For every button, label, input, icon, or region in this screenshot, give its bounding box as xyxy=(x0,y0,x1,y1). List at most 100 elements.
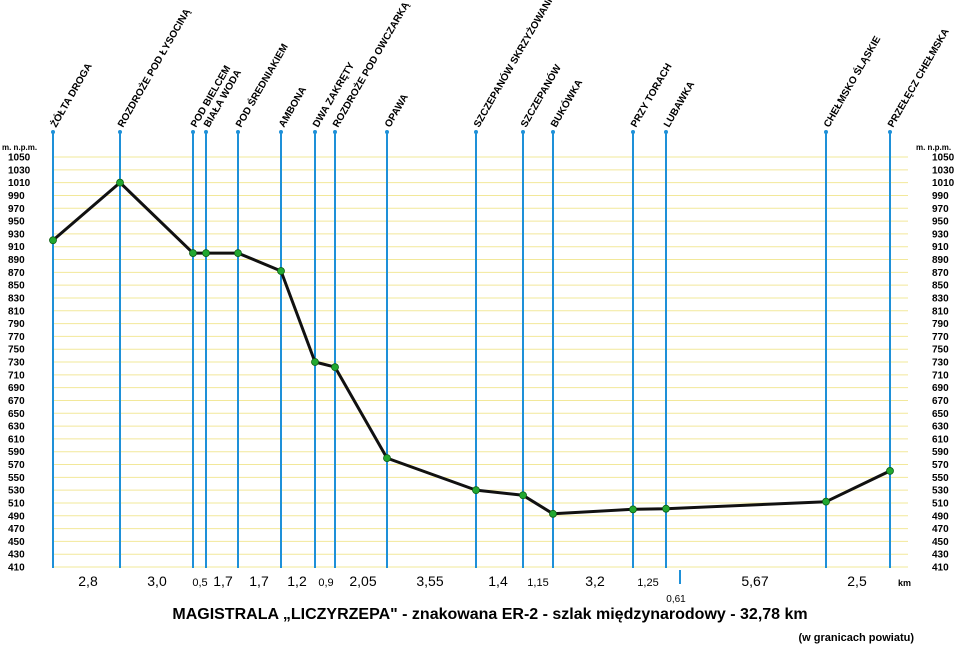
segment-distance-label: 1,15 xyxy=(527,577,548,589)
y-tick-label-right: 1050 xyxy=(932,153,955,164)
y-tick-label-left: 970 xyxy=(8,204,25,215)
y-tick-label-right: 810 xyxy=(932,306,949,317)
segment-distance-label: 2,8 xyxy=(78,573,98,589)
y-tick-label-right: 730 xyxy=(932,358,949,369)
y-tick-label-right: 590 xyxy=(932,447,949,458)
station-line-cap xyxy=(551,130,555,134)
station-name-label: OPAWA xyxy=(383,92,411,129)
y-tick-label-right: 970 xyxy=(932,204,949,215)
y-axis-label-left: m. n.p.m. xyxy=(2,143,37,152)
station-name-label: ROZDROŻE POD ŁYSOCINĄ xyxy=(114,6,193,129)
y-tick-label-left: 730 xyxy=(8,358,25,369)
y-tick-label-left: 1030 xyxy=(8,165,31,176)
y-tick-label-left: 550 xyxy=(8,473,25,484)
segment-distance-label: 3,2 xyxy=(585,573,605,589)
elevation-profile-line xyxy=(52,181,891,516)
y-tick-label-right: 550 xyxy=(932,473,949,484)
y-tick-label-left: 910 xyxy=(8,242,25,253)
segment-distance-label: 1,7 xyxy=(213,573,233,589)
chart-subtitle: (w granicach powiatu) xyxy=(798,632,914,644)
y-tick-label-right: 530 xyxy=(932,486,949,497)
y-tick-label-right: 450 xyxy=(932,537,949,548)
elevation-point xyxy=(519,491,527,500)
y-tick-label-left: 450 xyxy=(8,537,25,548)
station-name-label: CHEŁMSKO ŚLĄSKIE xyxy=(820,33,883,129)
y-tick-label-right: 890 xyxy=(932,255,949,266)
y-tick-label-left: 610 xyxy=(8,434,25,445)
station-line-cap xyxy=(51,130,55,134)
y-tick-label-left: 510 xyxy=(8,498,25,509)
y-tick-label-left: 490 xyxy=(8,511,25,522)
y-tick-label-right: 950 xyxy=(932,217,949,228)
station-name-label: SZCZEPANÓW SKRZYŻOWANIE xyxy=(470,0,558,129)
y-tick-label-right: 830 xyxy=(932,293,949,304)
y-tick-label-right: 610 xyxy=(932,434,949,445)
station-line-cap xyxy=(888,130,892,134)
station-line-cap xyxy=(333,130,337,134)
station-name-label: AMBONA xyxy=(277,85,309,129)
chart-title: MAGISTRALA „LICZYRZEPA" - znakowana ER-2… xyxy=(172,606,808,623)
segment-distance-label: 0,61 xyxy=(666,594,686,605)
station-line-cap xyxy=(631,130,635,134)
y-tick-label-left: 890 xyxy=(8,255,25,266)
y-tick-label-left: 870 xyxy=(8,268,25,279)
segment-distance-label: 5,67 xyxy=(741,573,768,589)
station-line-cap xyxy=(279,130,283,134)
y-tick-label-right: 1010 xyxy=(932,178,955,189)
elevation-point xyxy=(116,178,124,187)
y-tick-label-right: 430 xyxy=(932,550,949,561)
station-line-cap xyxy=(521,130,525,134)
y-tick-label-left: 650 xyxy=(8,409,25,420)
y-tick-label-right: 510 xyxy=(932,498,949,509)
y-tick-label-left: 630 xyxy=(8,422,25,433)
segment-distance-label: 2,5 xyxy=(847,573,867,589)
y-tick-label-right: 910 xyxy=(932,242,949,253)
y-tick-label-right: 690 xyxy=(932,383,949,394)
y-tick-label-right: 570 xyxy=(932,460,949,471)
y-tick-label-right: 670 xyxy=(932,396,949,407)
y-tick-label-right: 650 xyxy=(932,409,949,420)
elevation-point xyxy=(202,249,210,257)
elevation-point xyxy=(472,486,480,495)
elevation-point xyxy=(234,249,242,257)
y-axis-label-right: m. n.p.m. xyxy=(916,143,951,152)
y-tick-label-right: 930 xyxy=(932,229,949,240)
elevation-point xyxy=(822,497,830,506)
station-line-cap xyxy=(824,130,828,134)
segment-distance-label: 1,25 xyxy=(637,577,658,589)
station-line-cap xyxy=(313,130,317,134)
y-tick-label-left: 990 xyxy=(8,191,25,202)
y-tick-label-right: 870 xyxy=(932,268,949,279)
y-tick-label-right: 470 xyxy=(932,524,949,535)
elevation-point xyxy=(331,363,339,372)
elevation-point xyxy=(49,236,57,245)
station-line-cap xyxy=(236,130,240,134)
station-line-cap xyxy=(664,130,668,134)
segment-distance-label: 0,5 xyxy=(192,577,207,589)
station-name-label: ŻÓŁTA DROGA xyxy=(47,60,94,129)
y-tick-label-right: 1030 xyxy=(932,165,955,176)
elevation-point xyxy=(311,358,319,366)
y-tick-label-left: 810 xyxy=(8,306,25,317)
y-tick-label-right: 710 xyxy=(932,370,949,381)
y-tick-label-right: 630 xyxy=(932,422,949,433)
segment-distance-label: 0,9 xyxy=(318,577,333,589)
y-tick-label-left: 1050 xyxy=(8,153,31,164)
y-tick-label-left: 770 xyxy=(8,332,25,343)
segment-distance-label: 1,7 xyxy=(249,573,269,589)
y-tick-label-left: 410 xyxy=(8,563,25,574)
segment-distance-label: 2,05 xyxy=(349,573,376,589)
y-tick-label-left: 790 xyxy=(8,319,25,330)
y-tick-label-left: 430 xyxy=(8,550,25,561)
elevation-point xyxy=(886,467,894,475)
y-tick-label-left: 850 xyxy=(8,281,25,292)
station-line-cap xyxy=(204,130,208,134)
y-tick-label-right: 410 xyxy=(932,563,949,574)
elevation-point xyxy=(277,267,285,275)
y-tick-label-left: 690 xyxy=(8,383,25,394)
station-line-cap xyxy=(118,130,122,134)
segment-distance-label: 1,2 xyxy=(287,573,307,589)
station-name-label: LUBAWKA xyxy=(662,80,697,130)
y-tick-label-left: 470 xyxy=(8,524,25,535)
station-line-cap xyxy=(191,130,195,134)
